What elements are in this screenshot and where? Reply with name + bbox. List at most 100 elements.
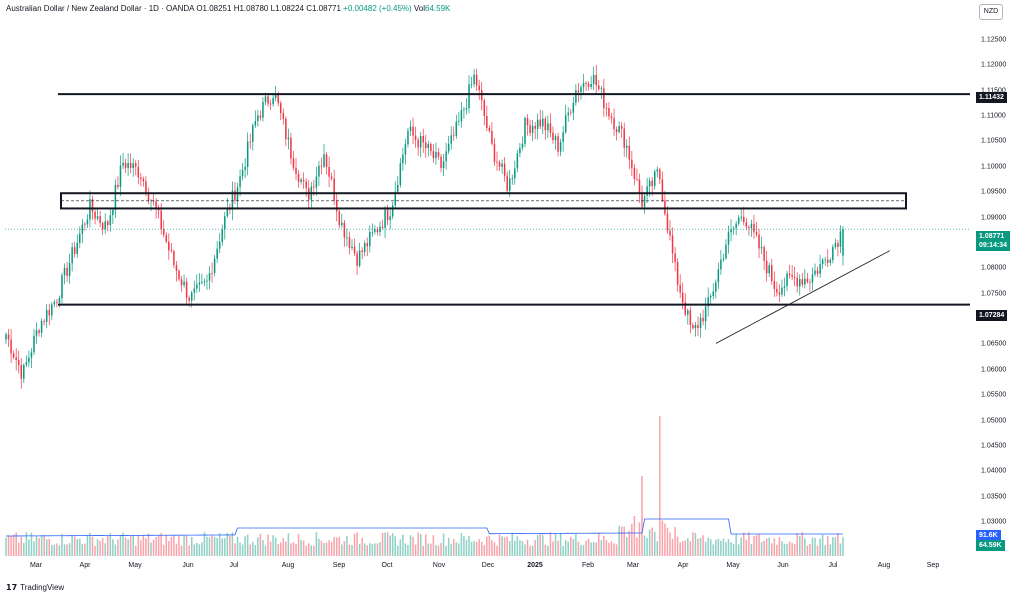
- bar-countdown: 09:14:34: [979, 242, 1008, 249]
- candle-body: [63, 267, 66, 276]
- candle-body: [369, 231, 371, 247]
- volume-bar: [468, 535, 470, 556]
- candle-body: [206, 280, 208, 282]
- volume-bar: [20, 536, 23, 556]
- volume-bar: [435, 545, 437, 556]
- candle-body: [659, 169, 661, 180]
- candle-body: [559, 142, 562, 152]
- volume-bar: [450, 543, 452, 556]
- resistance-price-tag: 1.11432: [976, 92, 1007, 103]
- volume-bar: [521, 541, 524, 556]
- tradingview-footer[interactable]: 𝟭𝟳 TradingView: [6, 583, 64, 592]
- candle-body: [475, 74, 478, 86]
- volume-bar: [488, 536, 491, 556]
- candle-body: [328, 166, 330, 177]
- candle-body: [38, 330, 40, 333]
- candle-body: [264, 96, 267, 103]
- candle-body: [623, 128, 625, 148]
- candle-body: [374, 229, 376, 232]
- candle-body: [196, 284, 198, 289]
- volume-bar: [45, 539, 48, 556]
- candle-body: [486, 116, 488, 128]
- candle-body: [702, 317, 704, 322]
- candle-body: [577, 90, 580, 93]
- high-value: H1.08780: [233, 4, 269, 13]
- candle-body: [743, 216, 745, 223]
- volume-bar: [145, 538, 147, 556]
- candle-body: [694, 324, 697, 329]
- candle-body: [608, 107, 610, 117]
- volume-bar: [717, 538, 720, 556]
- price-tick-label: 1.08000: [981, 264, 1007, 272]
- candle-body: [313, 186, 315, 188]
- volume-bar: [252, 541, 254, 556]
- volume-bar: [124, 537, 127, 556]
- volume-ma-line: [5, 518, 843, 537]
- candle-body: [666, 213, 669, 231]
- candle-body: [669, 230, 671, 236]
- volume-bar: [43, 535, 45, 556]
- volume-bar: [549, 532, 552, 556]
- volume-bar: [376, 543, 379, 556]
- candle-body: [305, 181, 307, 189]
- candle-body: [715, 282, 717, 292]
- volume-bar: [129, 535, 132, 556]
- candle-body: [824, 259, 826, 261]
- volume-bar: [432, 535, 435, 556]
- currency-button[interactable]: NZD: [979, 4, 1003, 20]
- candle-body: [363, 243, 366, 253]
- candle-body: [160, 210, 162, 230]
- candle-body: [699, 317, 702, 328]
- volume-bar: [725, 542, 727, 556]
- volume-bar: [625, 537, 628, 556]
- candle-body: [45, 310, 48, 322]
- candle-body: [262, 102, 264, 118]
- candle-body: [447, 143, 450, 152]
- candle-body: [117, 184, 119, 188]
- volume-bar: [580, 545, 582, 556]
- volume-bar: [829, 544, 832, 556]
- volume-bar: [335, 537, 338, 556]
- candle-body: [679, 284, 681, 293]
- candle-body: [61, 275, 63, 299]
- candle-body: [185, 281, 188, 298]
- candle-body: [246, 141, 249, 167]
- candle-body: [23, 364, 25, 379]
- volume-bar: [743, 532, 745, 556]
- volume-bar: [292, 542, 295, 556]
- volume-bar: [358, 543, 361, 556]
- candle-body: [35, 330, 38, 336]
- volume-bar: [272, 535, 274, 556]
- volume-bar: [753, 536, 755, 556]
- candle-body: [796, 277, 798, 287]
- volume-bar: [381, 532, 384, 556]
- volume-bar: [208, 537, 211, 556]
- volume-bar: [274, 537, 277, 556]
- volume-bar: [226, 532, 229, 556]
- volume-bar: [641, 476, 643, 556]
- candle-body: [529, 125, 531, 133]
- volume-value: 64.59K: [425, 4, 451, 13]
- volume-bar: [188, 545, 190, 556]
- candle-body: [183, 281, 185, 286]
- candle-body: [226, 208, 229, 217]
- volume-bar: [781, 541, 783, 556]
- volume-bar: [620, 526, 623, 556]
- candle-body: [430, 143, 432, 152]
- candle-body: [737, 217, 740, 224]
- volume-bar: [73, 536, 76, 556]
- candle-body: [676, 262, 679, 285]
- candle-body: [234, 190, 236, 201]
- volume-bar: [419, 534, 422, 556]
- volume-bar: [23, 542, 25, 556]
- volume-bar: [175, 543, 178, 556]
- volume-bar: [341, 544, 343, 556]
- candle-body: [124, 162, 127, 168]
- volume-bar: [440, 542, 442, 556]
- candle-body: [687, 310, 689, 315]
- volume-bar: [30, 532, 33, 556]
- candle-body: [816, 270, 819, 274]
- candle-body: [592, 75, 595, 85]
- volume-bar: [249, 544, 251, 556]
